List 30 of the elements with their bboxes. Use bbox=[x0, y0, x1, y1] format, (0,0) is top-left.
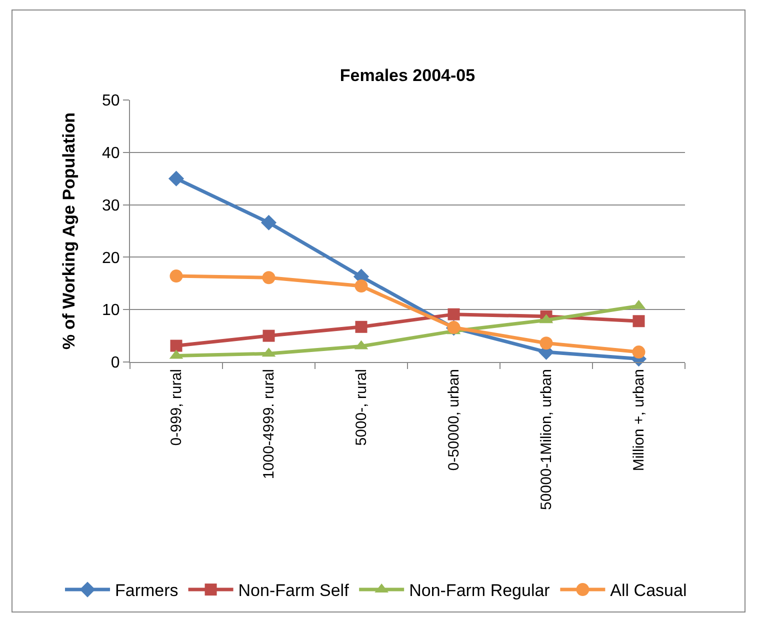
point bbox=[260, 214, 277, 230]
point bbox=[632, 346, 646, 359]
x-tick-label: 0-999, rural bbox=[168, 369, 186, 446]
legend-label: Non-Farm Self bbox=[238, 581, 350, 600]
point bbox=[168, 170, 184, 186]
x-tick-label: 0-50000, urban bbox=[446, 369, 463, 471]
chart-title: Females 2004-05 bbox=[340, 66, 476, 85]
legend-label: All Casual bbox=[610, 581, 687, 600]
point bbox=[262, 271, 276, 284]
point bbox=[170, 340, 182, 352]
point bbox=[540, 336, 553, 350]
y-tick-label: 20 bbox=[102, 250, 120, 267]
point bbox=[262, 330, 275, 342]
point bbox=[632, 315, 645, 328]
y-tick-label: 50 bbox=[102, 92, 120, 110]
y-tick-label: 0 bbox=[110, 354, 120, 372]
y-axis-title: % of Working Age Population bbox=[60, 112, 79, 350]
point bbox=[355, 320, 368, 333]
y-tick-label: 40 bbox=[102, 145, 120, 162]
x-tick-label: 50000-1Milion, urban bbox=[538, 369, 556, 510]
legend-label: Farmers bbox=[115, 581, 178, 600]
point bbox=[354, 280, 368, 293]
x-tick-label: 1000-4999. rural bbox=[260, 369, 278, 480]
x-tick-label: Million +, urban bbox=[630, 369, 648, 472]
legend-label: Non-Farm Regular bbox=[409, 581, 550, 600]
point bbox=[170, 270, 183, 283]
y-tick-label: 30 bbox=[102, 197, 120, 214]
point bbox=[448, 308, 460, 320]
x-tick-label: 5000-, rural bbox=[353, 369, 370, 446]
y-tick-label: 10 bbox=[102, 302, 120, 320]
